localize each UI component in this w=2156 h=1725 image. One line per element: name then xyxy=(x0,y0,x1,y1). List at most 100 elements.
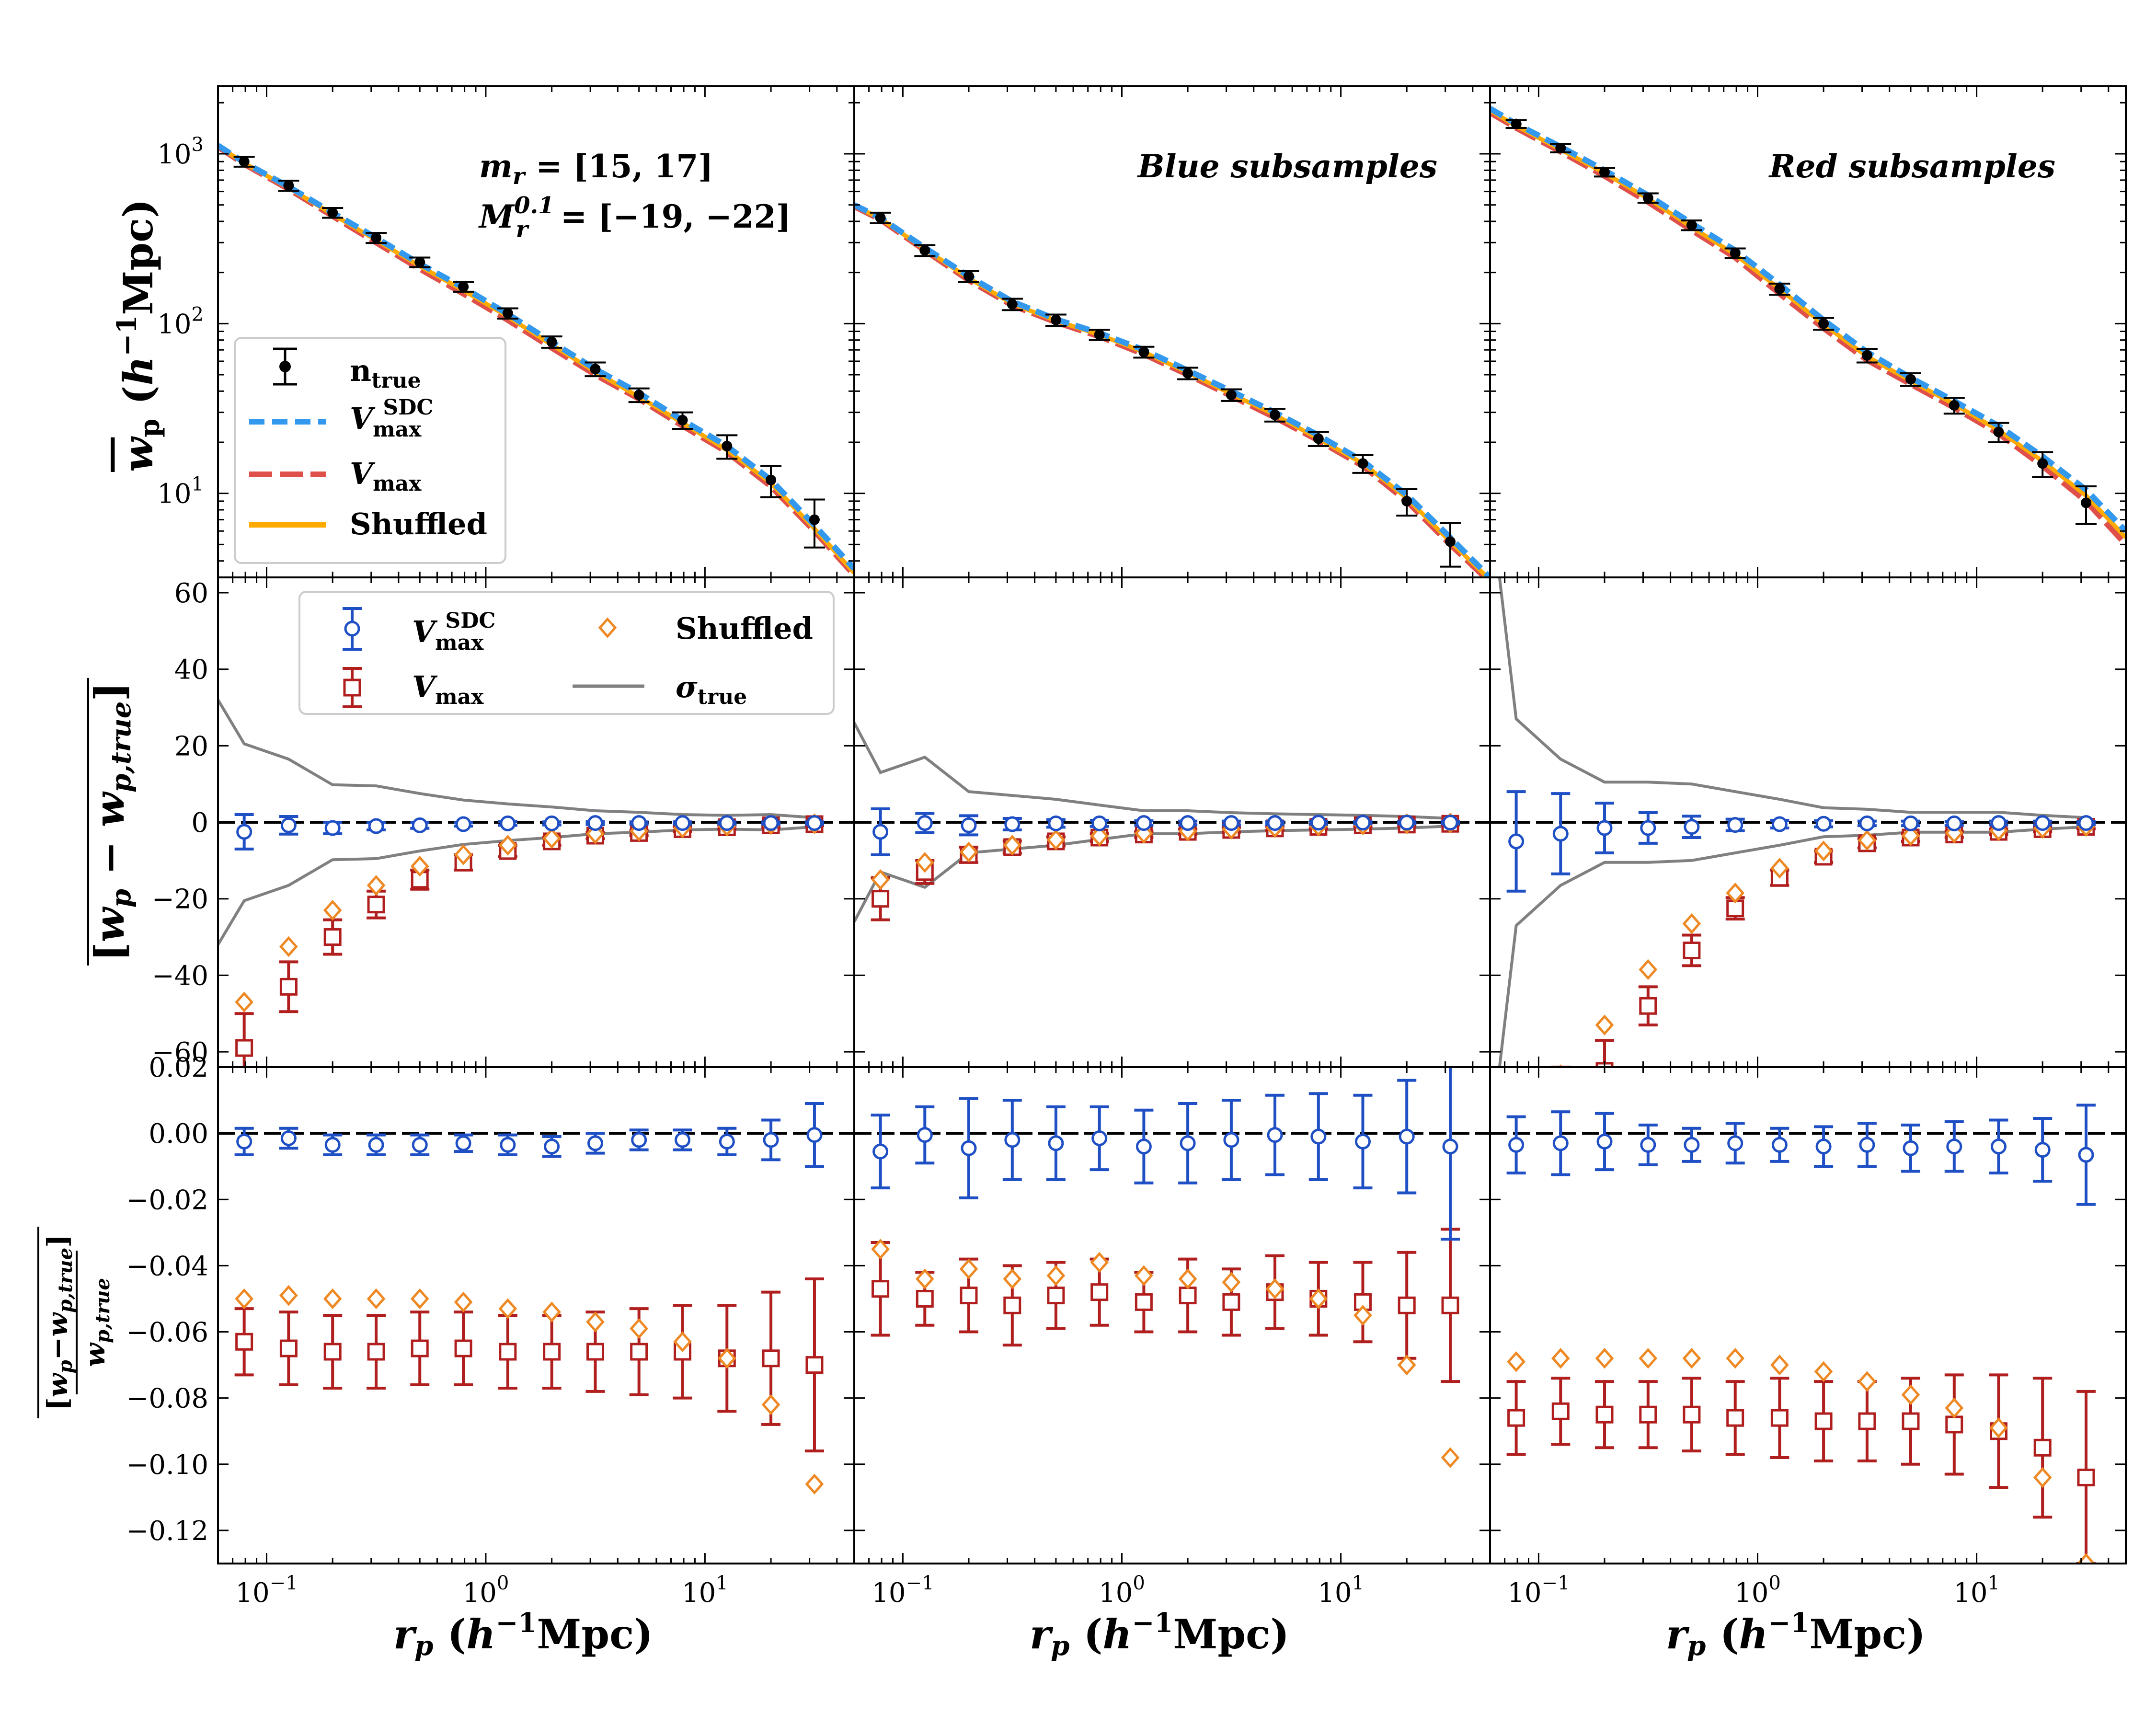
vsdc-point xyxy=(1771,1137,1788,1153)
svg-text:wp (h−1Mpc): wp (h−1Mpc) xyxy=(111,199,166,472)
vsdc-point xyxy=(1640,1137,1656,1153)
shuffled-point xyxy=(1814,840,1833,862)
vsdc-point xyxy=(1990,815,2007,831)
vmax-point xyxy=(1639,1405,1657,1424)
truth-point xyxy=(1094,329,1105,340)
y-tick-label: −0.06 xyxy=(126,1317,208,1348)
truth-point xyxy=(2037,458,2048,469)
svg-text:σtrue: σtrue xyxy=(676,669,747,709)
vsdc-point xyxy=(1354,1133,1371,1150)
vmax-point xyxy=(1551,1402,1570,1420)
truth-point xyxy=(919,245,930,256)
vsdc-point xyxy=(1048,815,1064,831)
svg-text:Shuffled: Shuffled xyxy=(676,611,813,646)
shuffled-point xyxy=(1046,829,1066,851)
shuffled-point xyxy=(1770,1354,1789,1376)
shuffled-point xyxy=(498,1298,517,1319)
truth-point xyxy=(1949,400,1960,411)
truth-point xyxy=(1905,374,1916,385)
vmax-point xyxy=(1441,1296,1459,1314)
shuffled-point xyxy=(1135,1265,1153,1286)
vsdc-line xyxy=(218,143,854,571)
y-tick-label: −20 xyxy=(152,884,208,915)
vmax-point xyxy=(1090,1283,1109,1301)
vsdc-point xyxy=(1596,820,1613,836)
vmax-point xyxy=(279,1339,298,1357)
vmax-line xyxy=(1490,110,2126,547)
x-tick-label: 100 xyxy=(1734,1572,1781,1609)
legend-item-shuffled: Shuffled xyxy=(249,506,487,541)
vmax-point xyxy=(805,1356,824,1374)
truth-point xyxy=(239,156,250,167)
truth-point xyxy=(283,180,294,191)
vsdc-point xyxy=(2078,1147,2094,1163)
vsdc-point xyxy=(455,816,471,832)
truth-point xyxy=(963,271,975,282)
vmax-point xyxy=(543,1343,561,1361)
vmax-point xyxy=(1902,1412,1920,1430)
vmax-point xyxy=(411,1339,429,1357)
vmax-point xyxy=(1726,1409,1744,1427)
shuffled-point xyxy=(410,856,429,877)
shuffled-point xyxy=(1814,1361,1833,1382)
vsdc-point xyxy=(368,1137,384,1153)
vmax-point xyxy=(1507,1409,1525,1427)
x-tick-label: 101 xyxy=(682,1572,728,1609)
svg-text:[wp−wp,true]: [wp−wp,true] xyxy=(41,1234,77,1410)
vsdc-point xyxy=(872,824,889,840)
shuffled-point xyxy=(1397,1354,1416,1376)
x-axis-title-col1: rp (h−1Mpc) xyxy=(393,1607,653,1662)
truth-point xyxy=(1182,368,1193,379)
vsdc-point xyxy=(1004,816,1021,832)
y-axis-title-diff: [wp − wp,true] xyxy=(86,678,137,966)
legend-frame xyxy=(298,591,835,715)
vsdc-point xyxy=(1684,1137,1700,1153)
y-tick-label: 40 xyxy=(174,655,208,686)
x-axis-title: rp (h−1Mpc) xyxy=(393,1607,653,1662)
shuffled-point xyxy=(235,991,253,1013)
x-tick-label: 101 xyxy=(1953,1572,2000,1609)
legend-item-vmax-markers: Vmax xyxy=(343,667,484,709)
vsdc-point xyxy=(1508,833,1525,850)
truth-point xyxy=(722,440,733,451)
shuffled-point xyxy=(673,1331,692,1353)
vsdc-point xyxy=(1552,1135,1569,1151)
legend-item-vsdc: VmaxSDC xyxy=(249,395,433,442)
vsdc-point xyxy=(719,815,735,831)
shuffled-point xyxy=(630,1318,649,1339)
vsdc-point xyxy=(631,815,647,831)
vmax-point xyxy=(1222,1293,1240,1311)
vmax-point xyxy=(235,1039,253,1057)
y-tick-label: 103 xyxy=(157,134,204,170)
truth-point xyxy=(633,390,644,401)
vmax-point xyxy=(630,1343,648,1361)
truth-point xyxy=(327,207,338,218)
vsdc-point xyxy=(1135,1138,1152,1155)
shuffled-point xyxy=(1726,1348,1745,1369)
truth-point xyxy=(1050,314,1061,325)
y-tick-label: −0.10 xyxy=(126,1449,208,1481)
vmax-point xyxy=(1595,1405,1614,1424)
sigma-upper-line xyxy=(218,699,815,819)
vsdc-point xyxy=(1180,1135,1196,1151)
svg-text:VmaxSDC: VmaxSDC xyxy=(412,609,495,655)
vmax-point xyxy=(872,890,890,908)
sigma-upper-line xyxy=(854,722,1451,820)
vsdc-point xyxy=(1399,815,1415,831)
panel-plot-area xyxy=(218,699,854,1067)
vsdc-point xyxy=(1596,1133,1613,1150)
x-tick-label: 100 xyxy=(463,1572,509,1609)
panel-diff-red xyxy=(1489,576,2127,1068)
shuffled-point xyxy=(454,844,473,865)
annotation-all: mr = [15, 17] M0.1 r = [−19, −22] xyxy=(478,148,791,243)
vsdc-point xyxy=(1727,1135,1743,1151)
svg-text:Vmax: Vmax xyxy=(412,669,484,709)
vsdc-point xyxy=(1310,815,1327,831)
shuffled-point xyxy=(1989,1417,2008,1438)
vsdc-point xyxy=(412,1137,428,1153)
truth-point xyxy=(1138,346,1149,357)
vsdc-point xyxy=(1223,815,1239,831)
y-tick-label: 0.02 xyxy=(149,1052,208,1083)
vsdc-point xyxy=(1946,1138,1962,1155)
